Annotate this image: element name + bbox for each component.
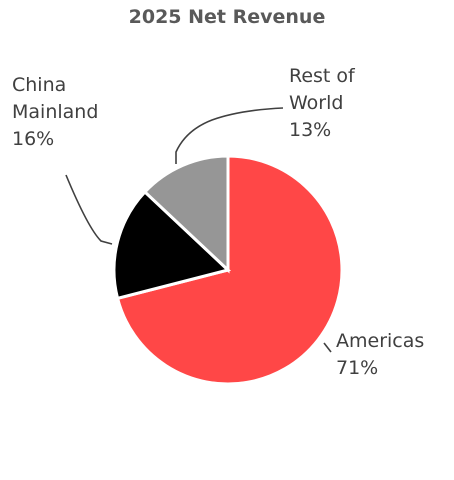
slice-percent-americas: 71%	[336, 357, 378, 379]
leader-line-china-mainland	[65, 174, 113, 245]
leader-line-americas	[323, 342, 332, 353]
slice-label-china-mainland: China Mainland 16%	[12, 74, 98, 150]
slice-percent-china-mainland: 16%	[12, 128, 54, 150]
slice-name-line-china-mainland: Mainland	[12, 101, 98, 123]
slice-name-line-china-mainland: China	[12, 74, 66, 96]
leader-line-rest-of-world	[175, 107, 284, 164]
pie-slice-rest-of-world	[142, 154, 230, 274]
slice-percent-rest-of-world: 13%	[289, 119, 331, 141]
slice-name-line-rest-of-world: Rest of	[289, 65, 356, 87]
slice-label-rest-of-world: Rest of World 13%	[289, 65, 356, 141]
pie-slice-china-mainland	[112, 189, 232, 301]
chart-title: 2025 Net Revenue	[128, 6, 326, 28]
slice-name-line-americas: Americas	[336, 330, 424, 352]
slice-labels: Americas 71% China Mainland 16% Rest of World 1…	[12, 65, 424, 379]
slice-label-americas: Americas 71%	[336, 330, 424, 379]
pie-slices	[112, 154, 344, 386]
leader-lines	[65, 107, 332, 353]
slice-name-line-rest-of-world: World	[289, 92, 343, 114]
